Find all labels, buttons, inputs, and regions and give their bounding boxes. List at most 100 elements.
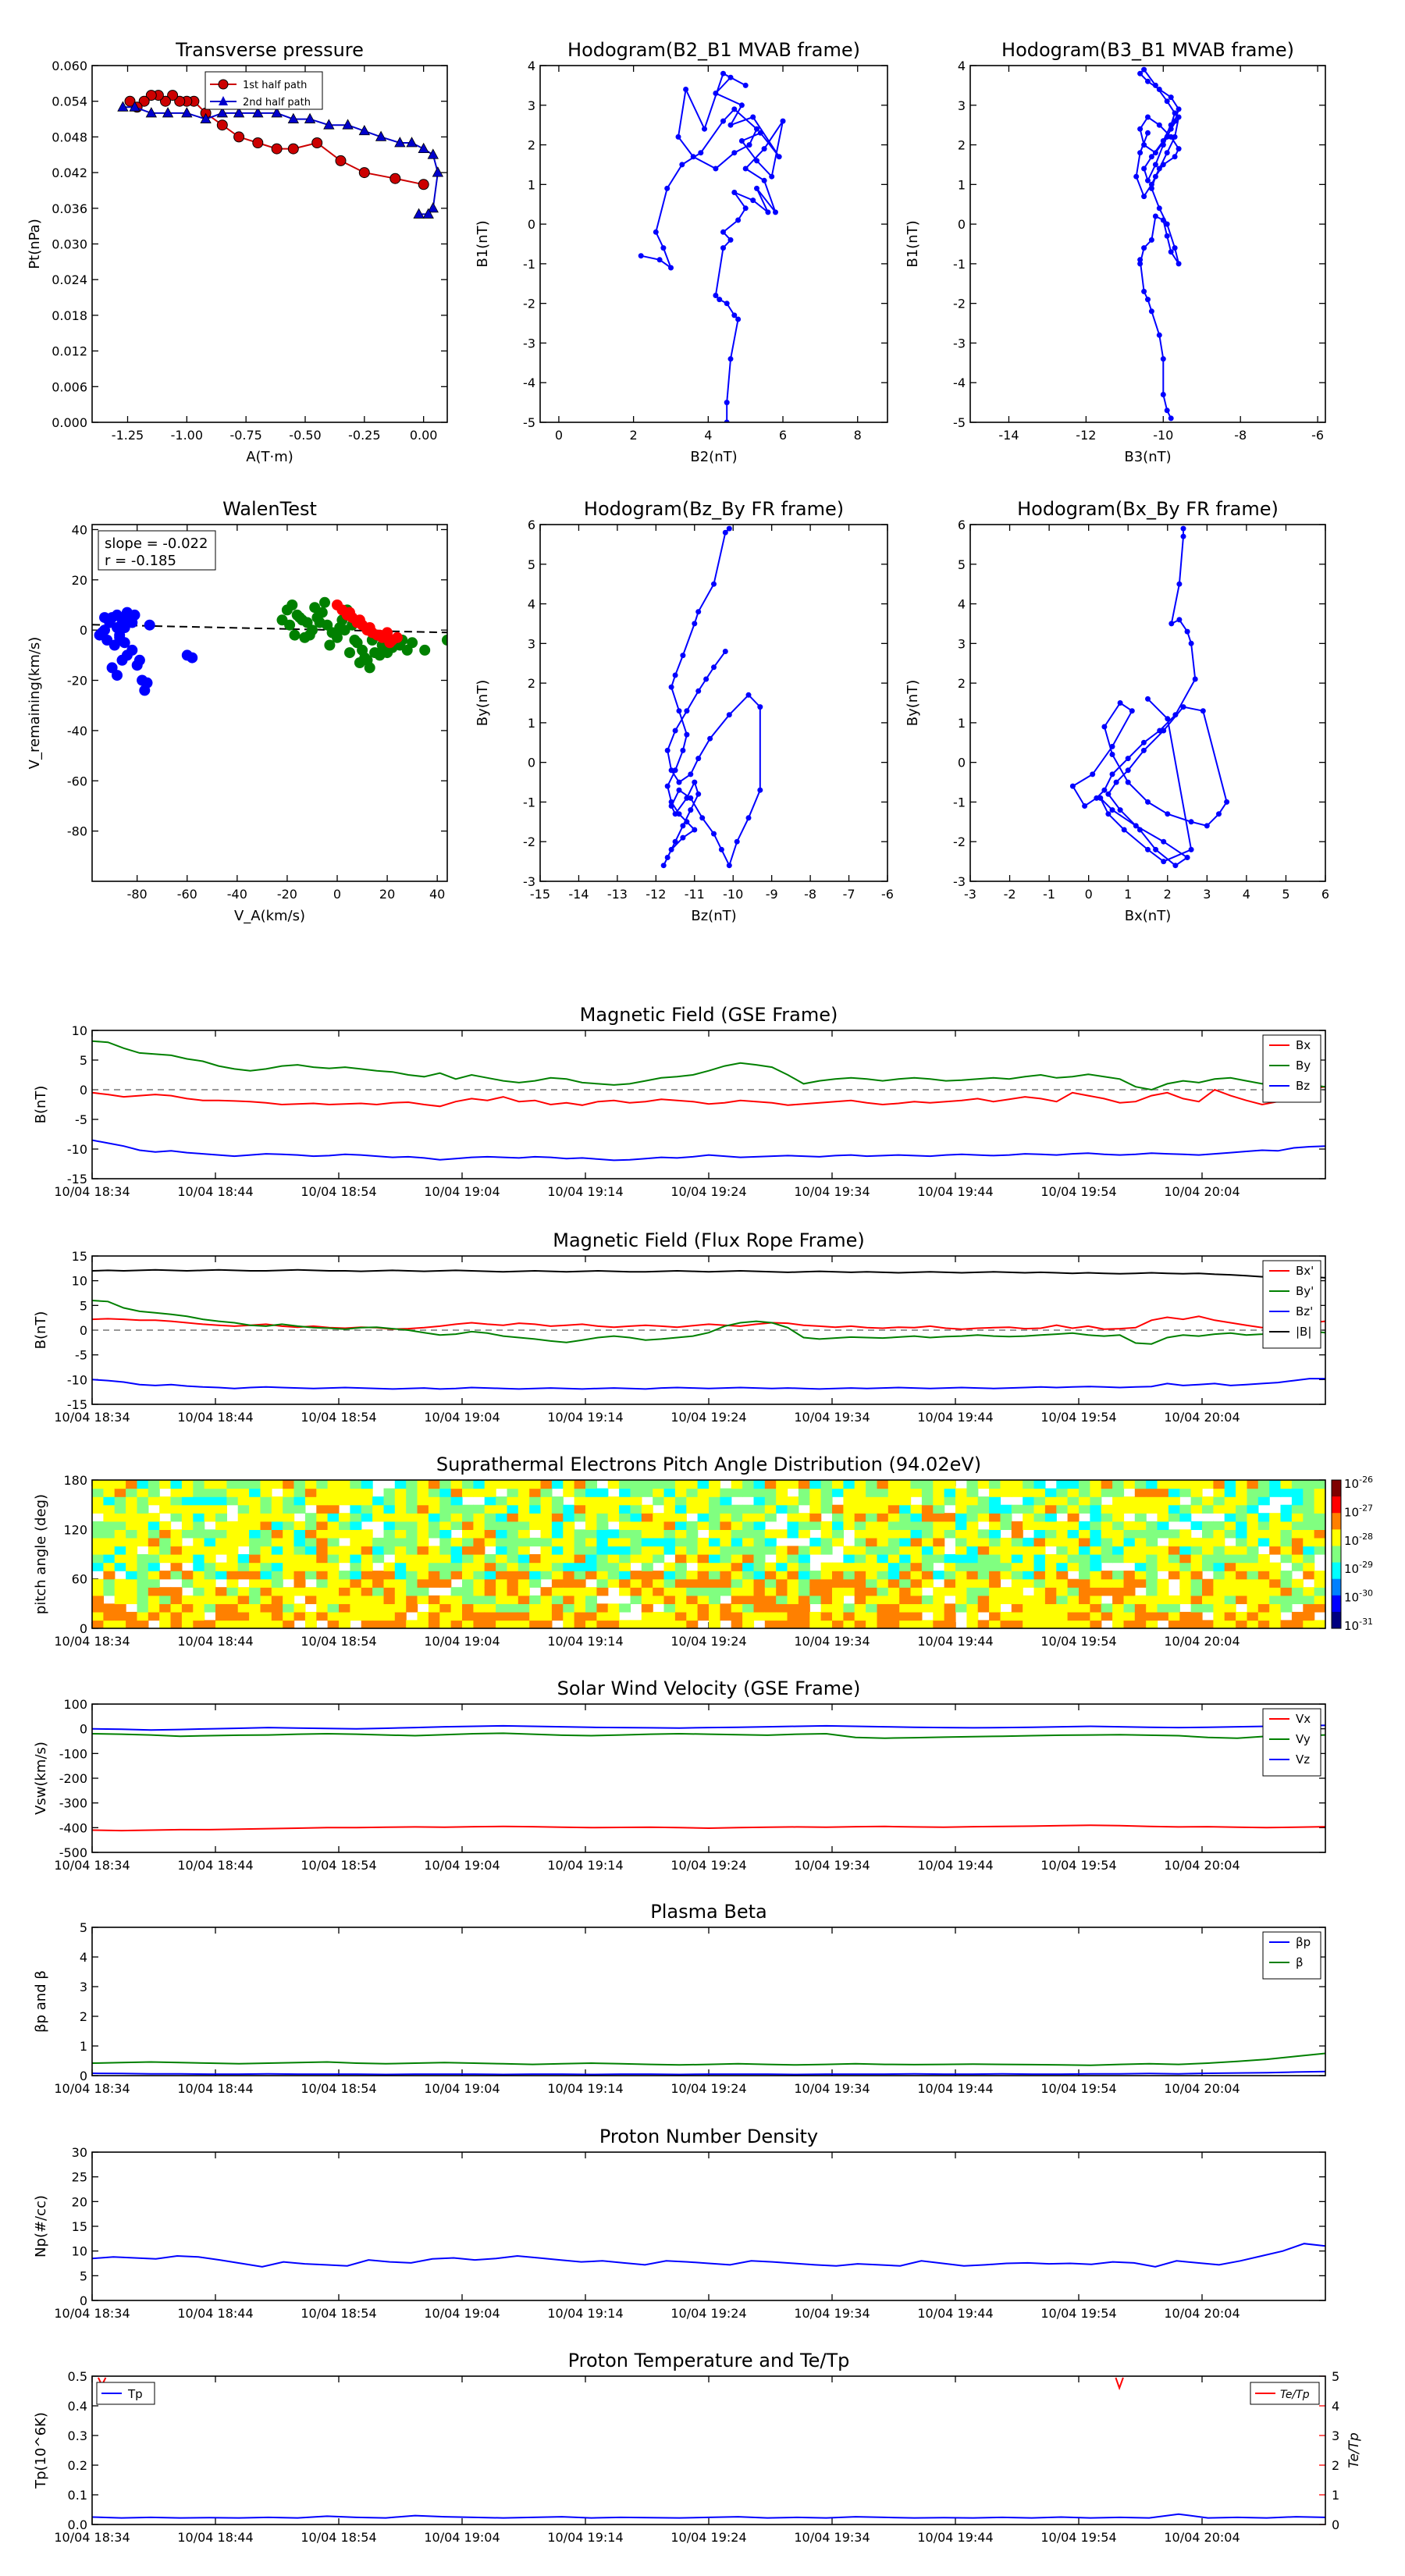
heat-cell (866, 1571, 878, 1580)
heat-cell (1202, 1587, 1214, 1596)
heat-cell (1000, 1546, 1012, 1555)
heat-cell (1011, 1603, 1023, 1613)
data-point (664, 855, 670, 860)
heat-cell (428, 1513, 440, 1522)
heat-cell (742, 1587, 755, 1596)
heat-cell (1067, 1554, 1080, 1564)
heat-cell (966, 1587, 979, 1596)
y-tick-label: 3 (80, 1980, 87, 1994)
heat-cell (1112, 1513, 1125, 1522)
heat-cell (304, 1587, 317, 1596)
heat-cell (450, 1571, 463, 1580)
heat-cell (955, 1554, 967, 1564)
heat-cell (1168, 1546, 1180, 1555)
heat-cell (910, 1504, 923, 1514)
heat-cell (1123, 1521, 1136, 1530)
heat-cell (1146, 1521, 1158, 1530)
data-point (1204, 823, 1210, 829)
heat-cell (955, 1537, 967, 1547)
heat-cell (619, 1496, 631, 1506)
heat-cell (1269, 1571, 1282, 1580)
heat-cell (1101, 1578, 1113, 1588)
heat-cell (585, 1587, 597, 1596)
heat-cell (439, 1562, 452, 1571)
x-tick-label: 10/04 18:44 (177, 2306, 253, 2321)
heat-cell (989, 1587, 1001, 1596)
data-point (427, 201, 439, 213)
heat-cell (1303, 1620, 1315, 1628)
heat-cell (731, 1513, 743, 1522)
heat-cell (1269, 1578, 1282, 1588)
heat-cell (439, 1480, 452, 1489)
heat-cell (507, 1513, 519, 1522)
data-point (138, 95, 150, 107)
data-point (1148, 237, 1154, 243)
heat-cell (148, 1488, 160, 1497)
heat-cell (1190, 1578, 1203, 1588)
heat-cell (832, 1504, 844, 1514)
heat-cell (1303, 1521, 1315, 1530)
heat-cell (1056, 1480, 1069, 1489)
data-point (1148, 181, 1154, 187)
heat-cell (327, 1488, 340, 1497)
heat-cell (944, 1611, 956, 1621)
data-point (1137, 150, 1144, 156)
heat-cell (439, 1578, 452, 1588)
heat-cell (249, 1595, 261, 1604)
heat-cell (439, 1571, 452, 1580)
heat-cell (753, 1537, 766, 1547)
heat-cell (529, 1521, 542, 1530)
heat-cell (1023, 1513, 1035, 1522)
heat-cell (887, 1480, 900, 1489)
heat-cell (1011, 1488, 1023, 1497)
y-tick-label: 1 (528, 716, 535, 731)
heat-cell (551, 1496, 564, 1506)
heat-cell (304, 1595, 317, 1604)
heat-cell (271, 1587, 283, 1596)
axes-frame (969, 524, 1326, 882)
heat-cell (933, 1611, 945, 1621)
y-tick-label: 3 (958, 98, 966, 113)
heat-cell (1257, 1603, 1270, 1613)
heat-cell (283, 1537, 295, 1547)
data-point (754, 126, 759, 132)
heat-cell (832, 1537, 844, 1547)
data-point (1148, 185, 1154, 191)
heat-cell (843, 1513, 855, 1522)
data-point (1157, 728, 1163, 734)
heat-cell (137, 1595, 149, 1604)
heat-cell (630, 1587, 642, 1596)
y-tick-label-right: 3 (1332, 2428, 1339, 2443)
data-point (1164, 150, 1170, 156)
heat-cell (181, 1488, 194, 1497)
data-point (389, 173, 401, 184)
heat-cell (428, 1571, 440, 1580)
heat-cell (1190, 1554, 1203, 1564)
heat-cell (966, 1611, 979, 1621)
y-tick-label: 0 (528, 756, 535, 770)
heat-cell (563, 1480, 575, 1489)
data-point (311, 137, 323, 148)
heat-cell (1011, 1529, 1023, 1539)
heat-cell (271, 1578, 283, 1588)
x-tick-label: 4 (1243, 887, 1250, 902)
heat-cell (507, 1620, 519, 1628)
heat-cell (350, 1603, 362, 1613)
y-tick-label: -1 (953, 795, 966, 809)
heat-cell (1314, 1595, 1325, 1604)
heat-cell (574, 1554, 586, 1564)
heat-cell (877, 1571, 889, 1580)
heat-cell (989, 1611, 1001, 1621)
heat-cell (921, 1513, 934, 1522)
heat-cell (731, 1620, 743, 1628)
heat-cell (1090, 1595, 1102, 1604)
heat-cell (484, 1571, 496, 1580)
heat-cell (92, 1521, 104, 1530)
heat-cell (1202, 1529, 1214, 1539)
heat-cell (372, 1554, 385, 1564)
heat-cell (1033, 1496, 1046, 1506)
heat-cell (417, 1496, 429, 1506)
heat-cell (596, 1529, 609, 1539)
heat-cell (1067, 1546, 1080, 1555)
heat-cell (1044, 1496, 1057, 1506)
